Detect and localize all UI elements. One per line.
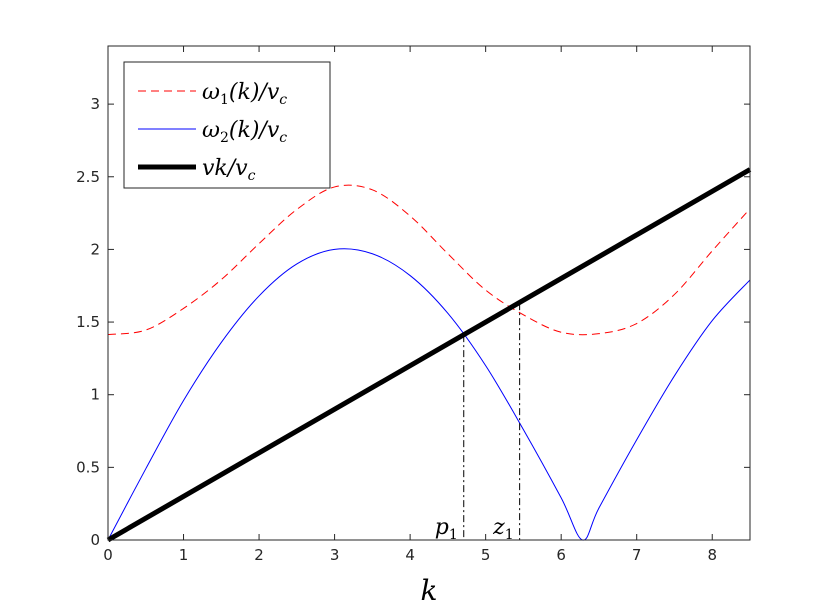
x-tick-label: 2 — [254, 546, 264, 564]
legend-label-3: vk/vc — [202, 156, 256, 184]
y-tick-label: 2.5 — [76, 168, 100, 186]
x-tick-label: 5 — [481, 546, 491, 564]
x-axis-label: k — [421, 574, 438, 607]
x-tick-label: 3 — [330, 546, 340, 564]
y-tick-label: 3 — [90, 95, 100, 113]
x-tick-label: 1 — [179, 546, 189, 564]
legend-label-2: ω2(k)/vc — [202, 118, 287, 146]
y-tick-label: 0 — [90, 531, 100, 549]
x-tick-label: 6 — [556, 546, 566, 564]
series-omega2-line — [107, 248, 751, 541]
legend: ω1(k)/vc ω2(k)/vc vk/vc — [123, 61, 331, 189]
series-vk-line — [106, 167, 752, 543]
y-tick-label: 1 — [90, 386, 100, 404]
x-tick-label: 7 — [632, 546, 642, 564]
data-series — [106, 167, 752, 543]
legend-label-1: ω1(k)/vc — [202, 80, 287, 108]
y-tick-label: 1.5 — [76, 313, 100, 331]
annotation-label-z1: z1 — [492, 515, 514, 543]
y-tick-label: 0.5 — [76, 458, 100, 476]
annotation-label-p1: p1 — [435, 515, 458, 543]
annotations: p1 z1 — [435, 303, 521, 543]
axis-ticks: 0 1 2 3 4 5 6 7 8 0 0.5 1 1.5 2 2.5 3 — [76, 46, 750, 564]
x-tick-label: 0 — [103, 546, 113, 564]
x-tick-label: 8 — [707, 546, 717, 564]
axes-box — [107, 45, 751, 541]
x-tick-label: 4 — [405, 546, 415, 564]
y-tick-label: 2 — [90, 240, 100, 258]
